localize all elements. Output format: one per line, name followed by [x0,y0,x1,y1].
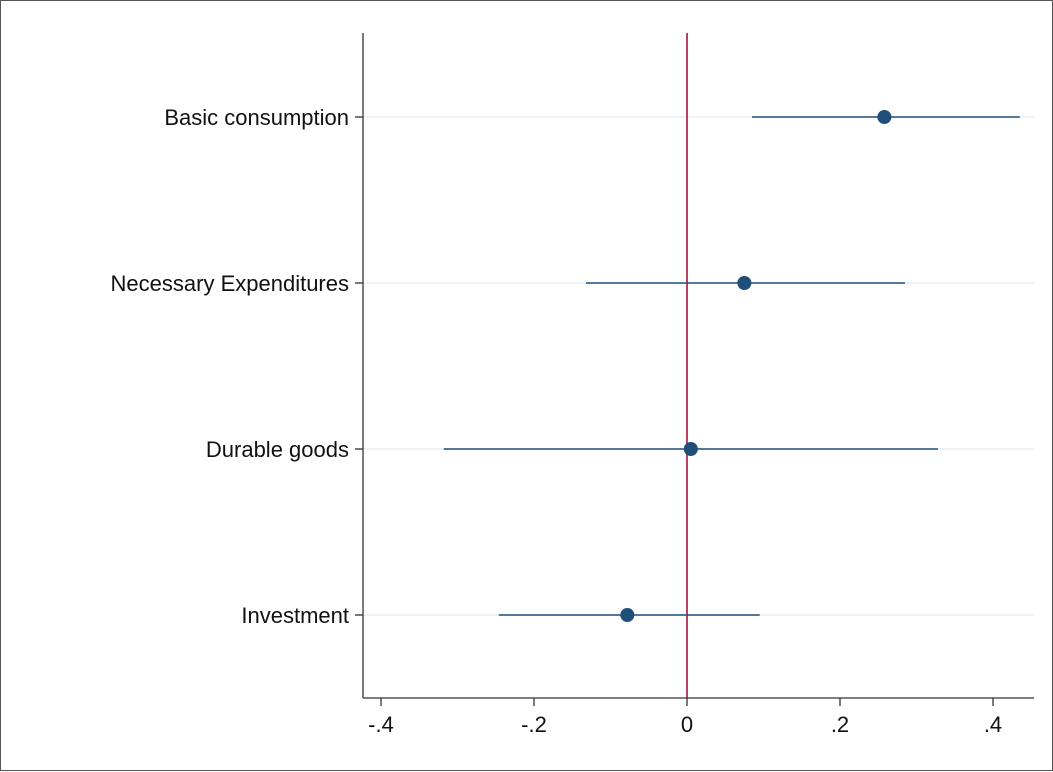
x-tick-label: -.4 [368,712,394,737]
axes [355,33,1034,706]
category-label: Necessary Expenditures [111,271,349,296]
point-estimate [877,110,892,124]
point-estimate [620,608,635,622]
category-label: Durable goods [206,437,349,462]
category-label: Investment [241,603,349,628]
x-tick-label: -.2 [521,712,547,737]
category-label: Basic consumption [164,105,349,130]
category-labels: Basic consumption Necessary Expenditures D… [111,105,349,628]
x-tick-label: 0 [681,712,693,737]
confidence-intervals [443,116,1020,616]
point-estimate [737,276,752,290]
x-tick-label: .2 [831,712,849,737]
x-tick-labels: -.4 -.2 0 .2 .4 [368,712,1002,737]
x-tick-label: .4 [984,712,1002,737]
grid-lines [363,116,1034,616]
point-estimate [683,442,698,456]
point-estimates [620,110,892,622]
